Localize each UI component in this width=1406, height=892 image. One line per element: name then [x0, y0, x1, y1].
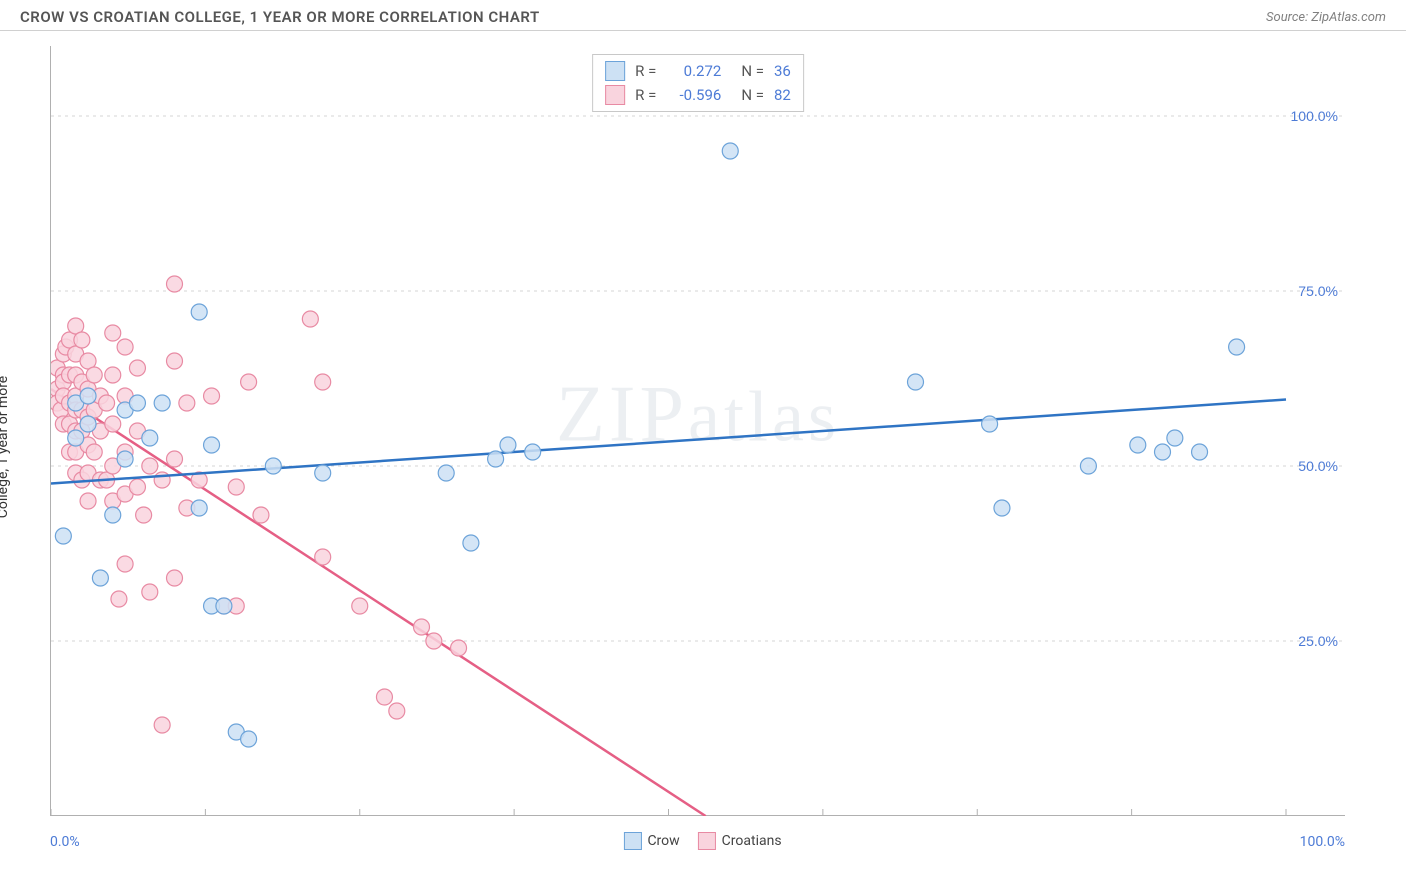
- scatter-chart-svg: 25.0% 50.0% 75.0% 100.0%: [51, 46, 1346, 816]
- legend-row-croatians: R = -0.596 N = 82: [605, 83, 791, 107]
- n-value-croatians: 82: [774, 86, 791, 104]
- chart-area: ZIPatlas 25.0%50.0%75.0%100.0% R = 0.272…: [50, 46, 1345, 816]
- r-value-crow: 0.272: [666, 62, 721, 80]
- y-axis-label: College, 1 year or more: [0, 376, 11, 518]
- n-label: N =: [741, 86, 764, 104]
- r-label: R =: [635, 86, 656, 104]
- legend-item-crow: Crow: [623, 832, 679, 850]
- legend-swatch-crow: [605, 61, 625, 81]
- legend-swatch-croatians: [605, 85, 625, 105]
- plot-container: College, 1 year or more ZIPatlas 25.0%50…: [35, 46, 1370, 848]
- legend-label-crow: Crow: [647, 833, 679, 849]
- svg-text:25.0%: 25.0%: [1298, 633, 1338, 649]
- chart-header: CROW VS CROATIAN COLLEGE, 1 YEAR OR MORE…: [0, 0, 1406, 31]
- correlation-legend: R = 0.272 N = 36 R = -0.596 N = 82: [592, 54, 804, 112]
- source-label: Source: ZipAtlas.com: [1266, 10, 1386, 25]
- legend-row-crow: R = 0.272 N = 36: [605, 59, 791, 83]
- legend-swatch-croatians: [698, 832, 716, 850]
- svg-text:50.0%: 50.0%: [1298, 458, 1338, 474]
- legend-item-croatians: Croatians: [698, 832, 782, 850]
- chart-title: CROW VS CROATIAN COLLEGE, 1 YEAR OR MORE…: [20, 8, 540, 26]
- r-value-croatians: -0.596: [666, 86, 721, 104]
- n-value-crow: 36: [774, 62, 791, 80]
- n-label: N =: [741, 62, 764, 80]
- legend-label-croatians: Croatians: [722, 833, 782, 849]
- svg-text:75.0%: 75.0%: [1298, 283, 1338, 299]
- series-legend: Crow Croatians: [623, 832, 781, 850]
- legend-swatch-crow: [623, 832, 641, 850]
- r-label: R =: [635, 62, 656, 80]
- x-axis-max-label: 100.0%: [1300, 834, 1345, 850]
- x-axis-min-label: 0.0%: [50, 834, 80, 850]
- svg-text:100.0%: 100.0%: [1291, 108, 1338, 124]
